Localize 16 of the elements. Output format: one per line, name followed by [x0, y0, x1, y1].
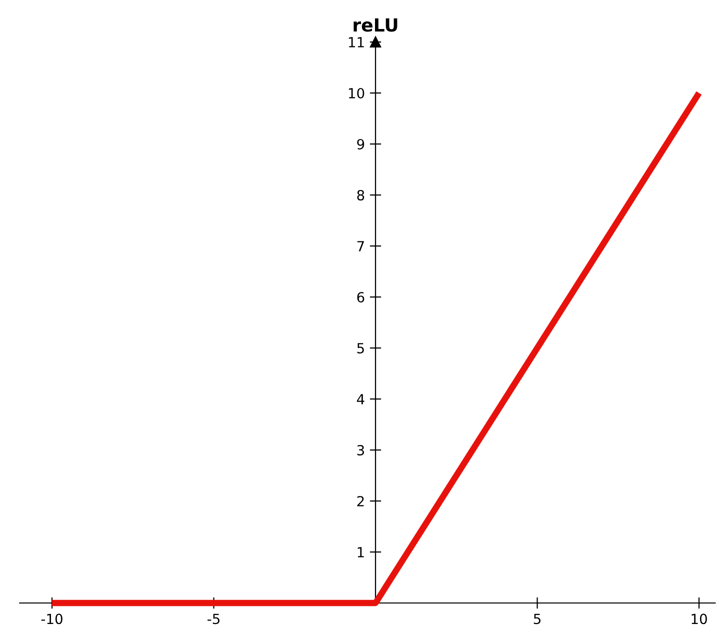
y-tick-label: 2: [357, 496, 364, 506]
y-tick-label: 1: [358, 547, 364, 558]
chart-title: reLU: [354, 18, 398, 32]
x-tick-label: -10: [41, 614, 62, 624]
y-tick-label: 9: [357, 138, 364, 150]
x-tick-label: 5: [534, 614, 540, 624]
y-tick-label: 7: [357, 241, 364, 252]
y-tick-label: 8: [357, 190, 364, 200]
x-tick-label: 10: [692, 614, 707, 624]
y-tick-label: 4: [356, 394, 364, 404]
y-tick-label: 3: [357, 444, 364, 456]
y-tick-label: 10: [348, 88, 364, 98]
y-tick-label: 6: [357, 292, 364, 302]
x-tick-label: -5: [208, 614, 220, 624]
y-tick-label: 5: [357, 343, 364, 354]
y-tick-label: 11: [348, 37, 364, 48]
